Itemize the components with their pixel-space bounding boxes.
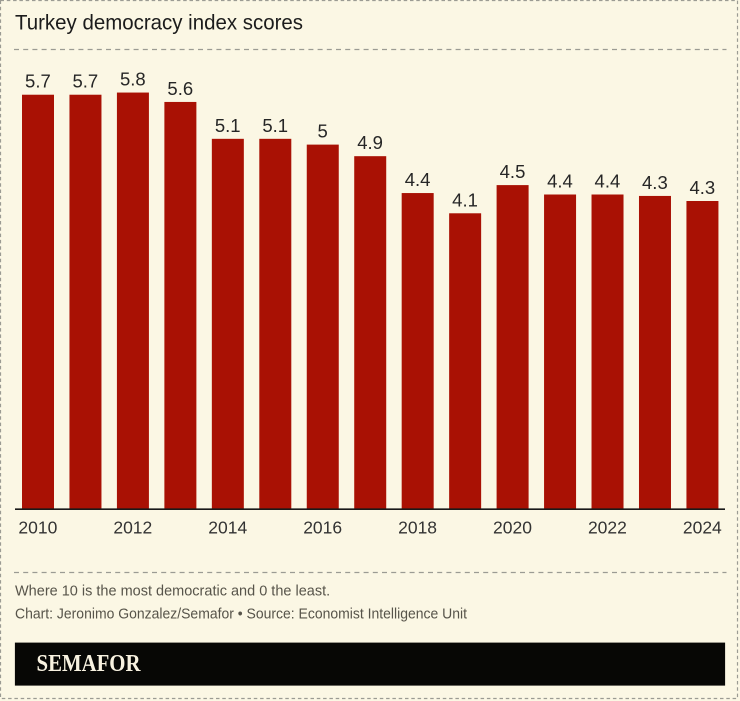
svg-text:2014: 2014 xyxy=(208,518,247,538)
svg-text:2022: 2022 xyxy=(588,518,627,538)
svg-text:4.4: 4.4 xyxy=(405,169,431,190)
svg-text:2020: 2020 xyxy=(493,518,532,538)
svg-text:4.5: 4.5 xyxy=(500,161,526,182)
svg-text:5.1: 5.1 xyxy=(215,115,241,136)
svg-text:5.1: 5.1 xyxy=(262,115,288,136)
svg-text:SEMAFOR: SEMAFOR xyxy=(37,651,142,677)
svg-text:Turkey democracy index scores: Turkey democracy index scores xyxy=(15,12,303,35)
svg-text:2024: 2024 xyxy=(683,518,722,538)
svg-text:2010: 2010 xyxy=(18,518,57,538)
svg-text:4.4: 4.4 xyxy=(595,171,621,192)
svg-text:5.7: 5.7 xyxy=(25,71,51,92)
svg-text:4.3: 4.3 xyxy=(689,177,715,198)
svg-text:5: 5 xyxy=(318,121,328,142)
svg-text:5.6: 5.6 xyxy=(167,78,193,99)
svg-text:2012: 2012 xyxy=(113,518,152,538)
svg-text:2018: 2018 xyxy=(398,518,437,538)
svg-text:4.9: 4.9 xyxy=(357,132,383,153)
svg-text:4.3: 4.3 xyxy=(642,172,668,193)
svg-text:5.8: 5.8 xyxy=(120,69,146,90)
svg-text:Chart: Jeronimo Gonzalez/Semaf: Chart: Jeronimo Gonzalez/Semafor • Sourc… xyxy=(15,607,467,623)
svg-text:Where 10 is the most democrati: Where 10 is the most democratic and 0 th… xyxy=(15,584,330,600)
svg-text:5.7: 5.7 xyxy=(73,71,99,92)
svg-text:4.1: 4.1 xyxy=(452,189,478,210)
svg-text:2016: 2016 xyxy=(303,518,342,538)
svg-text:4.4: 4.4 xyxy=(547,171,573,192)
